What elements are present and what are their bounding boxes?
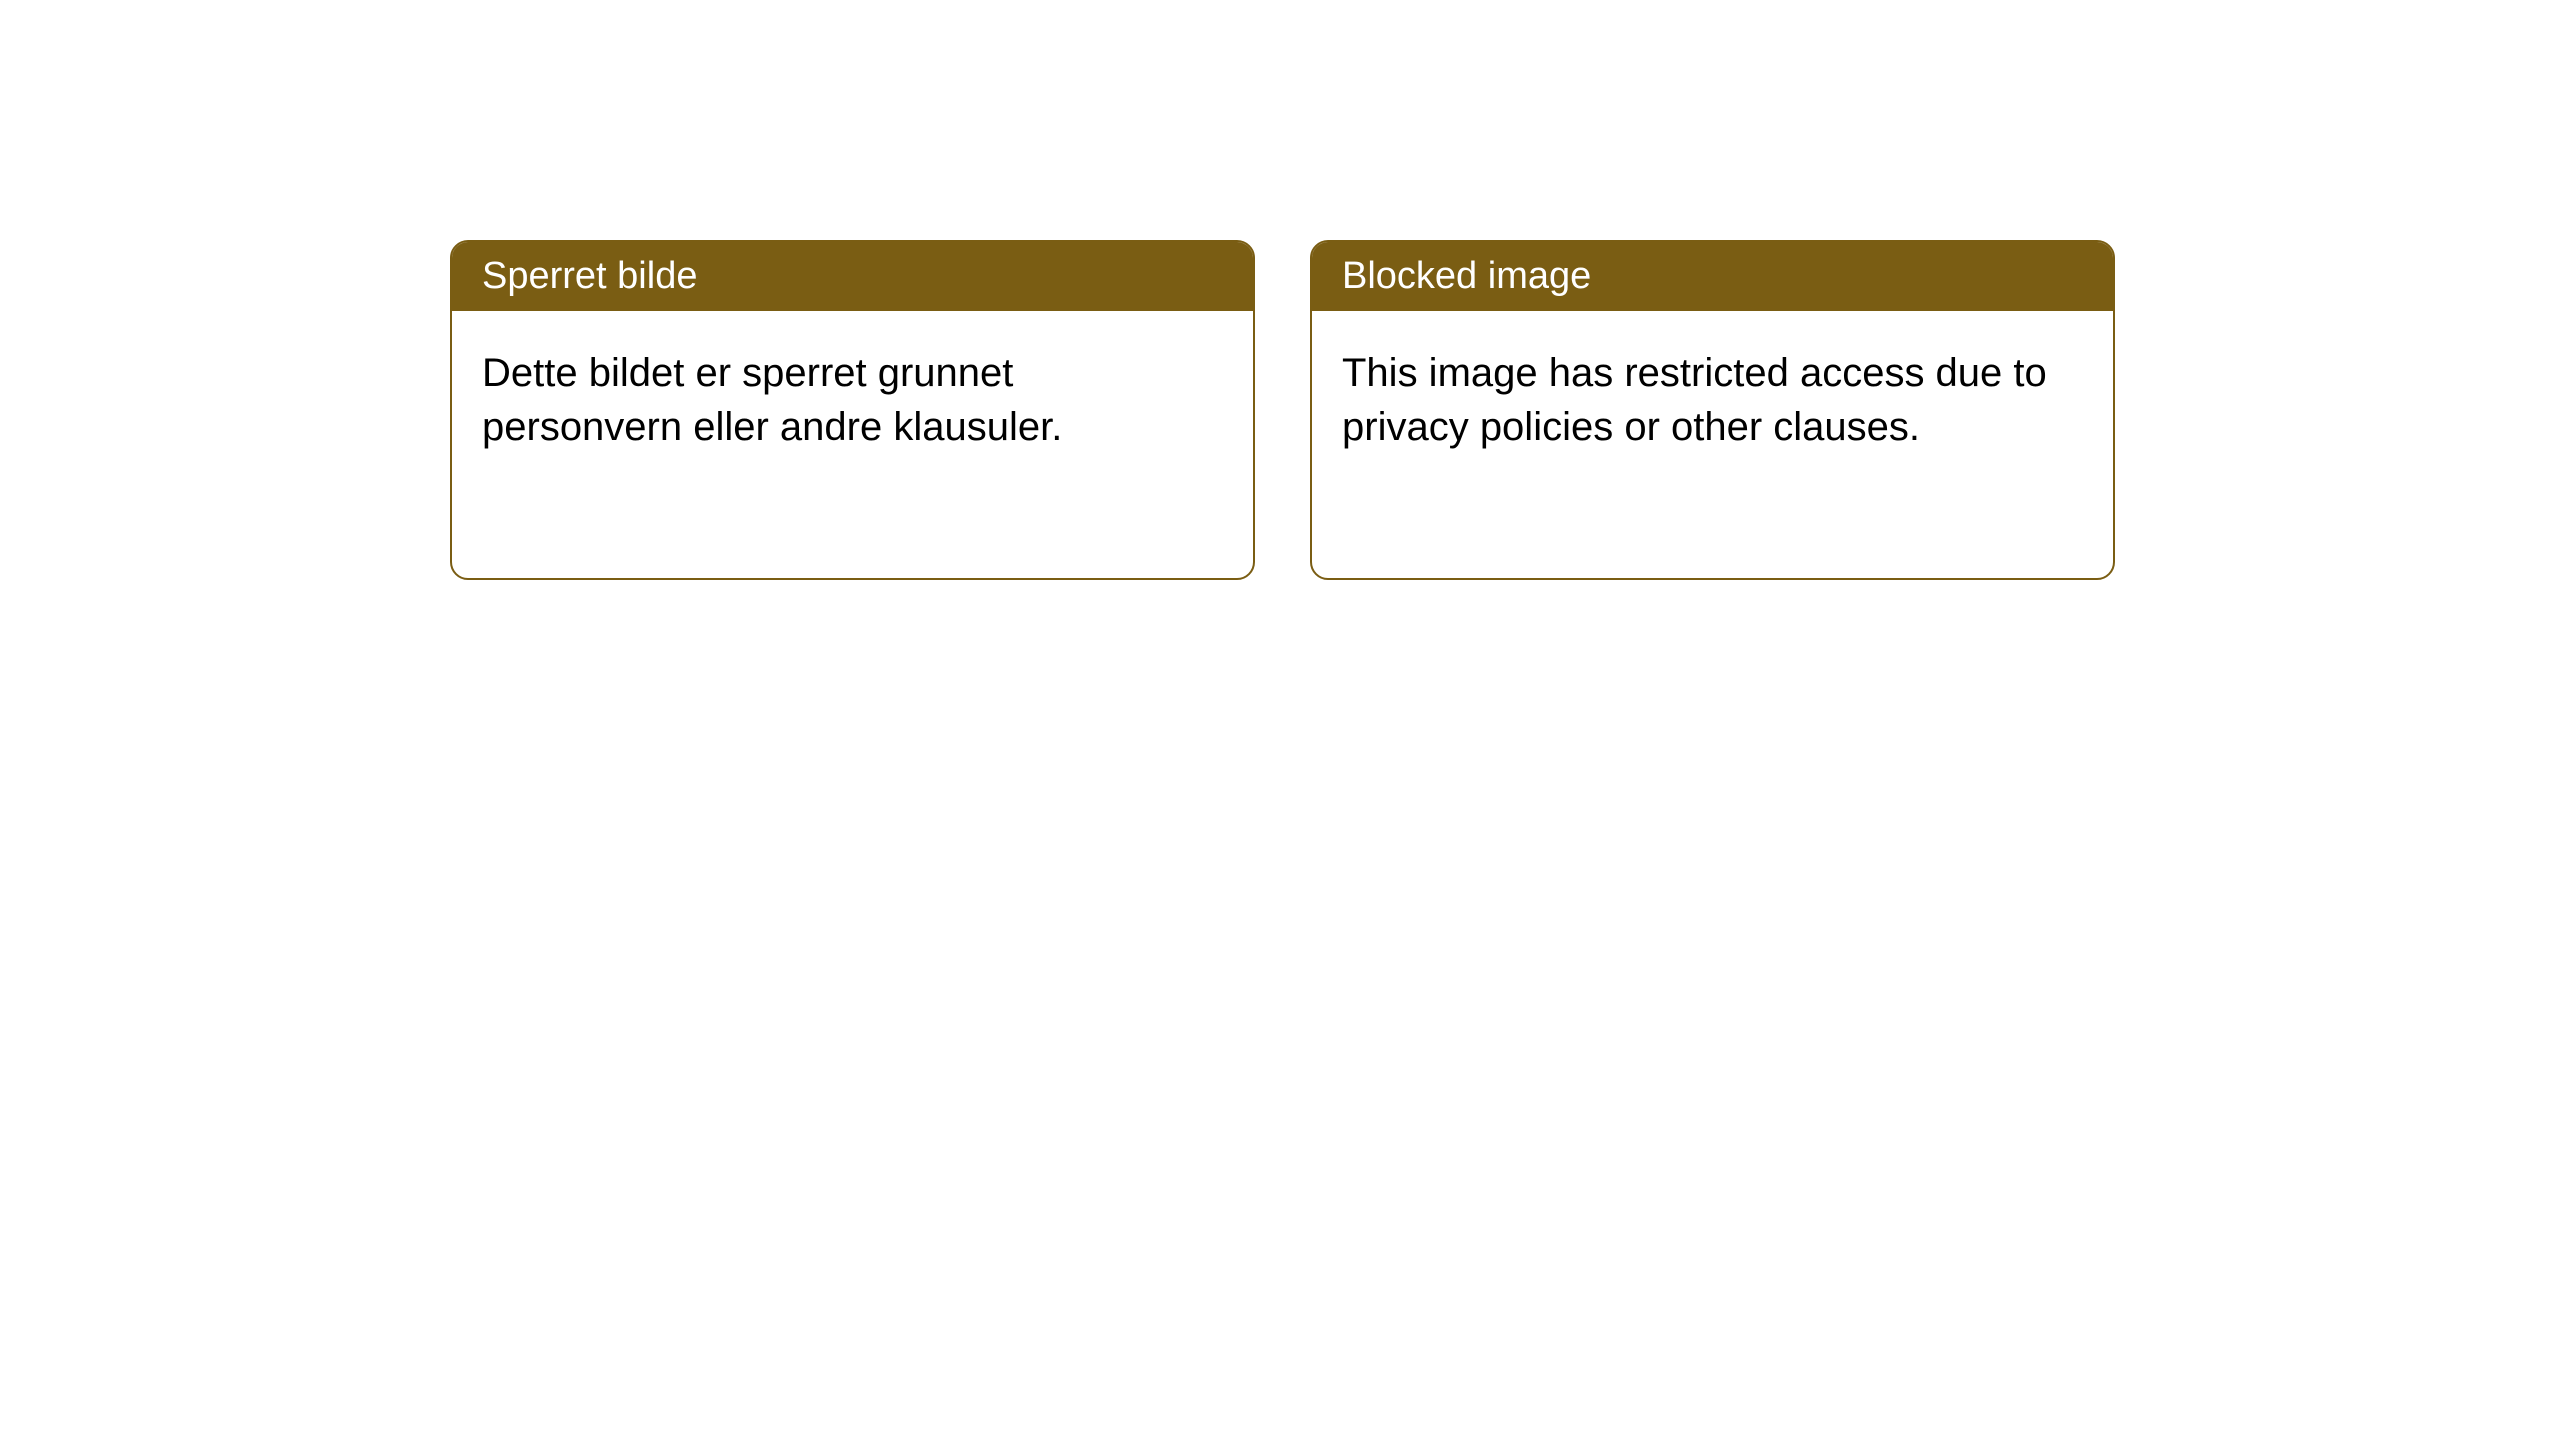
blocked-image-card-en: Blocked image This image has restricted … (1310, 240, 2115, 580)
card-header: Blocked image (1312, 242, 2113, 311)
card-title: Sperret bilde (482, 255, 697, 297)
card-title: Blocked image (1342, 255, 1591, 297)
card-header: Sperret bilde (452, 242, 1253, 311)
card-body-text: Dette bildet er sperret grunnet personve… (482, 351, 1062, 449)
card-body: Dette bildet er sperret grunnet personve… (452, 311, 1253, 489)
notice-container: Sperret bilde Dette bildet er sperret gr… (450, 240, 2115, 580)
card-body-text: This image has restricted access due to … (1342, 351, 2047, 449)
card-body: This image has restricted access due to … (1312, 311, 2113, 489)
blocked-image-card-no: Sperret bilde Dette bildet er sperret gr… (450, 240, 1255, 580)
